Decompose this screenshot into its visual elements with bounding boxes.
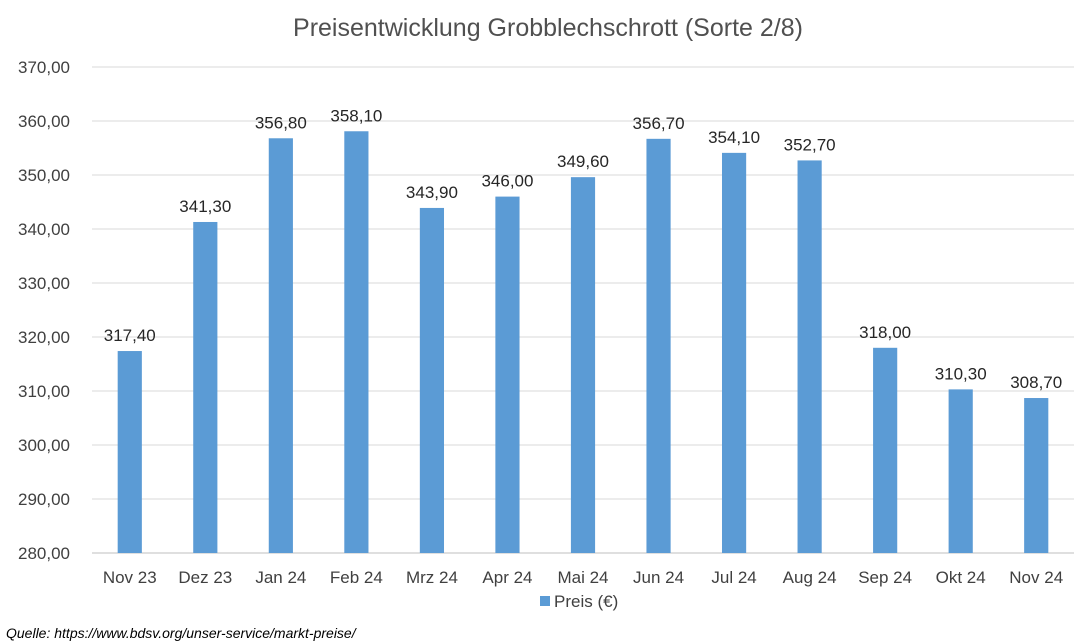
data-label: 356,80 (255, 113, 307, 132)
x-tick-label: Mrz 24 (406, 568, 458, 587)
bar (1024, 398, 1049, 553)
data-label: 341,30 (179, 197, 231, 216)
y-tick-label: 320,00 (18, 328, 70, 347)
data-label: 349,60 (557, 152, 609, 171)
x-tick-label: Dez 23 (178, 568, 232, 587)
data-label: 346,00 (481, 172, 533, 191)
y-tick-label: 340,00 (18, 220, 70, 239)
bars (117, 131, 1049, 554)
bar (797, 160, 822, 554)
y-tick-label: 290,00 (18, 490, 70, 509)
bar (721, 152, 747, 554)
bar (873, 347, 898, 553)
data-label: 343,90 (406, 183, 458, 202)
y-axis-ticks: 280,00 290,00 300,00 310,00 320,00 330,00 340,… (18, 58, 70, 563)
y-tick-label: 330,00 (18, 274, 70, 293)
data-label: 352,70 (784, 135, 836, 154)
data-label: 318,00 (859, 323, 911, 342)
y-tick-label: 300,00 (18, 436, 70, 455)
y-tick-label: 370,00 (18, 58, 70, 77)
bar (117, 351, 142, 553)
x-tick-label: Mai 24 (557, 568, 608, 587)
chart-title: Preisentwicklung Grobblechschrott (Sorte… (293, 14, 803, 42)
data-label: 317,40 (104, 326, 156, 345)
x-axis-ticks: Nov 23 Dez 23 Jan 24 Feb 24 Mrz 24 Apr 24 Mai … (103, 568, 1063, 587)
data-label: 308,70 (1010, 373, 1062, 392)
data-label: 356,70 (633, 114, 685, 133)
data-label: 310,30 (935, 364, 987, 383)
x-tick-label: Aug 24 (783, 568, 837, 587)
bar (419, 207, 445, 553)
data-label: 358,10 (330, 106, 382, 125)
source-note: Quelle: https://www.bdsv.org/unser-servi… (6, 625, 358, 641)
bar (570, 177, 596, 553)
bar (948, 389, 973, 553)
y-tick-label: 350,00 (18, 166, 70, 185)
x-tick-label: Jan 24 (255, 568, 306, 587)
y-tick-label: 360,00 (18, 112, 70, 131)
x-tick-label: Apr 24 (482, 568, 532, 587)
bar (344, 131, 369, 553)
x-tick-label: Nov 24 (1009, 568, 1063, 587)
legend: Preis (€) (540, 592, 618, 611)
x-tick-label: Jun 24 (633, 568, 684, 587)
x-tick-label: Okt 24 (936, 568, 986, 587)
x-tick-label: Sep 24 (858, 568, 912, 587)
x-tick-label: Jul 24 (711, 568, 756, 587)
x-tick-label: Nov 23 (103, 568, 157, 587)
data-labels: 317,40 341,30 356,80 358,10 343,90 346,00 349,… (104, 106, 1062, 392)
bar (268, 138, 293, 553)
y-tick-label: 310,00 (18, 382, 70, 401)
bar (646, 138, 671, 553)
data-label: 354,10 (708, 128, 760, 147)
legend-label: Preis (€) (554, 592, 618, 611)
legend-swatch (540, 596, 550, 606)
bar (193, 221, 218, 554)
bar (495, 196, 520, 553)
x-tick-label: Feb 24 (330, 568, 383, 587)
y-tick-label: 280,00 (18, 544, 70, 563)
